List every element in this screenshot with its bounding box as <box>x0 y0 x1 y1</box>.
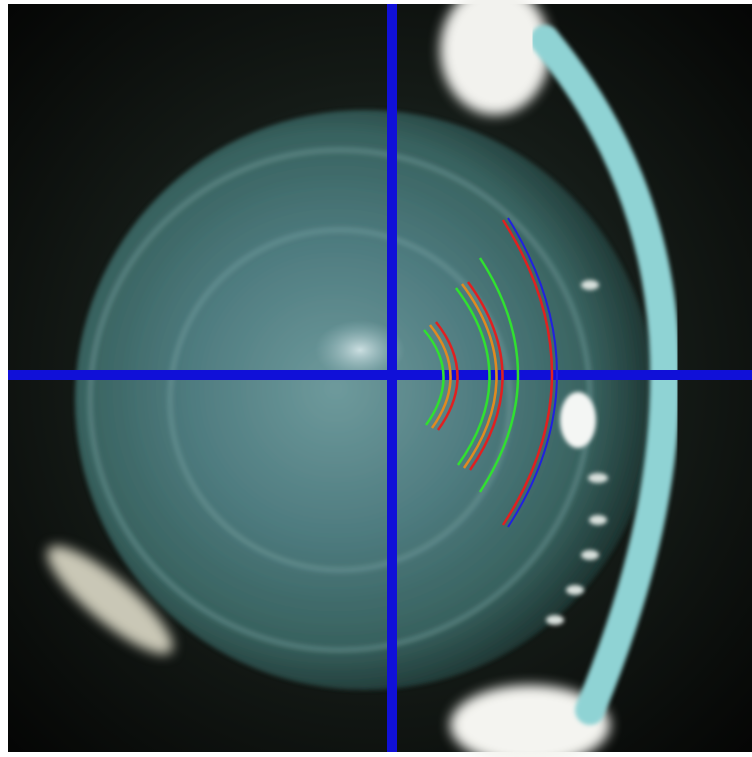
arc <box>507 217 558 528</box>
eyelids <box>47 0 610 757</box>
arc <box>423 329 445 426</box>
lens <box>75 110 655 690</box>
arc <box>429 324 452 429</box>
arc <box>455 287 491 466</box>
glare <box>315 320 405 380</box>
arc <box>501 219 554 526</box>
rim-reflection <box>530 25 680 725</box>
crosshair-horizontal <box>8 370 752 380</box>
arc <box>460 283 498 469</box>
arc <box>478 257 520 493</box>
arcs <box>423 217 558 528</box>
arc <box>435 321 459 431</box>
reflection-spot <box>560 392 596 448</box>
rim-spots <box>546 280 608 625</box>
arc <box>466 281 504 471</box>
crosshair <box>8 4 752 752</box>
